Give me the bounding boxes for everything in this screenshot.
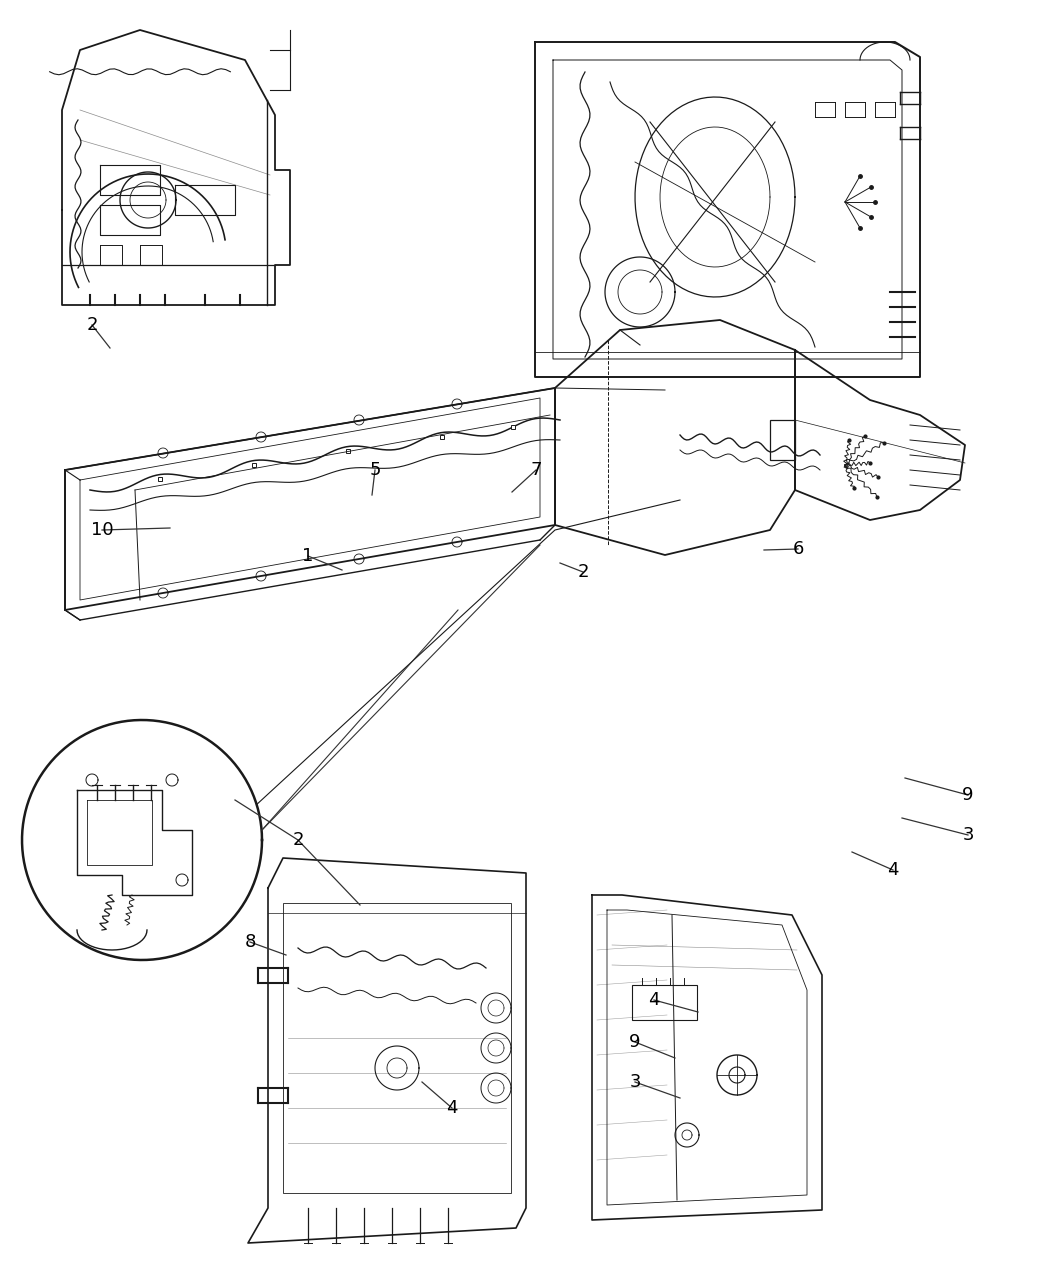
Text: 7: 7 — [530, 462, 542, 479]
Text: 2: 2 — [292, 831, 304, 849]
Text: 5: 5 — [369, 462, 380, 479]
Text: 9: 9 — [629, 1033, 640, 1051]
Text: 2: 2 — [86, 316, 97, 334]
Bar — [770, 419, 795, 460]
Text: 8: 8 — [244, 933, 256, 951]
Text: 4: 4 — [446, 1099, 458, 1117]
Text: 3: 3 — [962, 826, 974, 844]
Text: 3: 3 — [629, 1074, 640, 1091]
Text: 9: 9 — [962, 785, 974, 805]
Bar — [632, 986, 697, 1020]
Text: 4: 4 — [888, 861, 899, 878]
Text: 1: 1 — [302, 547, 313, 565]
Bar — [283, 903, 511, 1193]
Text: 2: 2 — [577, 564, 589, 581]
Text: 6: 6 — [792, 541, 804, 558]
Text: 10: 10 — [91, 521, 113, 539]
Text: 4: 4 — [649, 991, 660, 1009]
